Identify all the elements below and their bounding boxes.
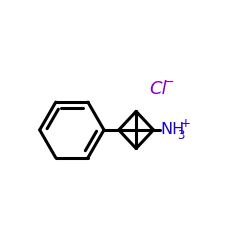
Text: −: − (163, 76, 174, 89)
Text: Cl: Cl (150, 80, 167, 98)
Text: NH: NH (161, 122, 185, 137)
Text: 3: 3 (177, 129, 184, 142)
Text: +: + (180, 117, 190, 130)
